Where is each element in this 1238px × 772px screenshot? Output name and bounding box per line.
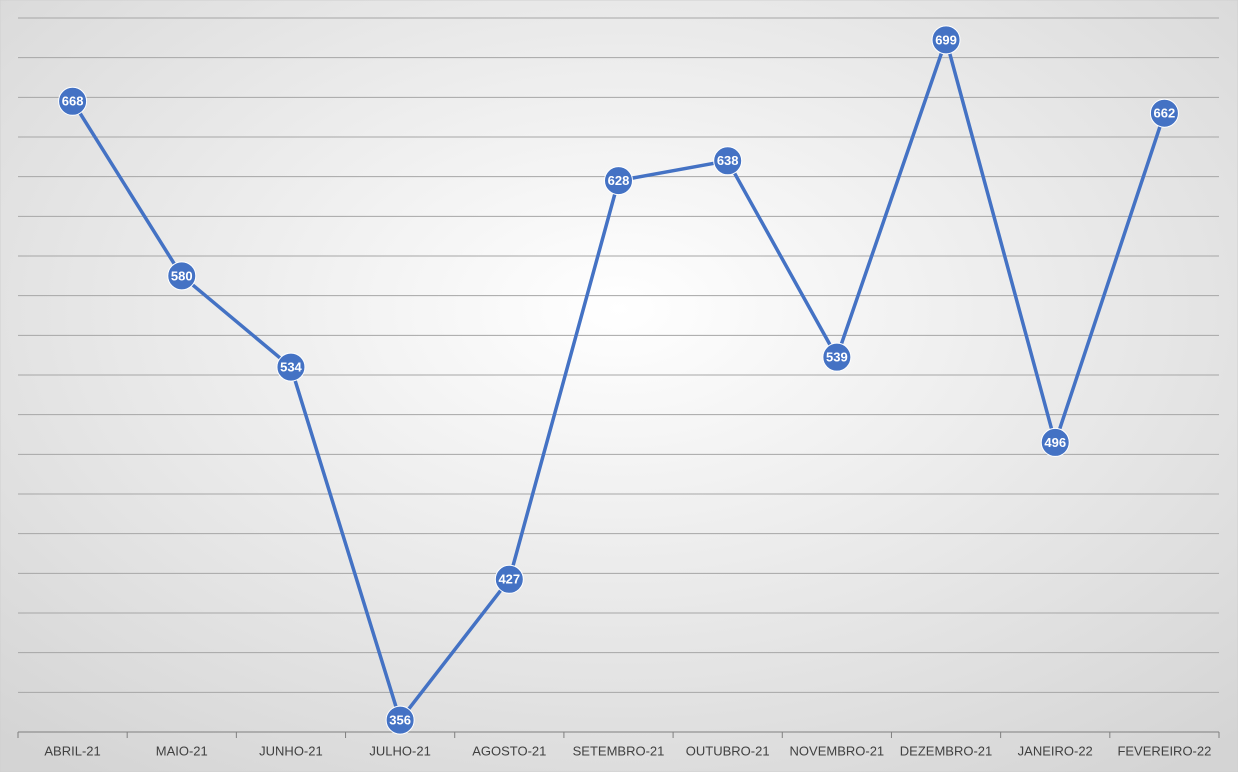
x-tick-label: AGOSTO-21 (472, 743, 546, 758)
x-tick-label: NOVEMBRO-21 (790, 743, 885, 758)
x-tick-label: FEVEREIRO-22 (1117, 743, 1211, 758)
marker (167, 261, 197, 291)
data-label: 638 (717, 153, 739, 168)
marker (494, 564, 524, 594)
x-tick-label: OUTUBRO-21 (686, 743, 770, 758)
x-tick-label: JANEIRO-22 (1018, 743, 1093, 758)
marker (822, 342, 852, 372)
x-tick-label: ABRIL-21 (44, 743, 100, 758)
marker (1040, 427, 1070, 457)
x-tick-label: DEZEMBRO-21 (900, 743, 992, 758)
data-label: 662 (1154, 106, 1176, 121)
data-label: 534 (280, 360, 302, 375)
marker (1149, 98, 1179, 128)
marker (276, 352, 306, 382)
data-label: 668 (62, 94, 84, 109)
marker (931, 25, 961, 55)
x-tick-label: JUNHO-21 (259, 743, 323, 758)
data-label: 356 (389, 713, 411, 728)
data-label: 427 (498, 572, 520, 587)
x-tick-label: JULHO-21 (369, 743, 430, 758)
data-label: 539 (826, 350, 848, 365)
data-label: 580 (171, 268, 193, 283)
x-tick-label: SETEMBRO-21 (573, 743, 665, 758)
marker (604, 166, 633, 196)
marker (58, 86, 88, 116)
x-tick-label: MAIO-21 (156, 743, 208, 758)
data-label: 496 (1044, 435, 1066, 450)
marker (385, 705, 415, 735)
data-label: 628 (608, 173, 630, 188)
data-label: 699 (935, 32, 957, 47)
marker (713, 146, 743, 176)
